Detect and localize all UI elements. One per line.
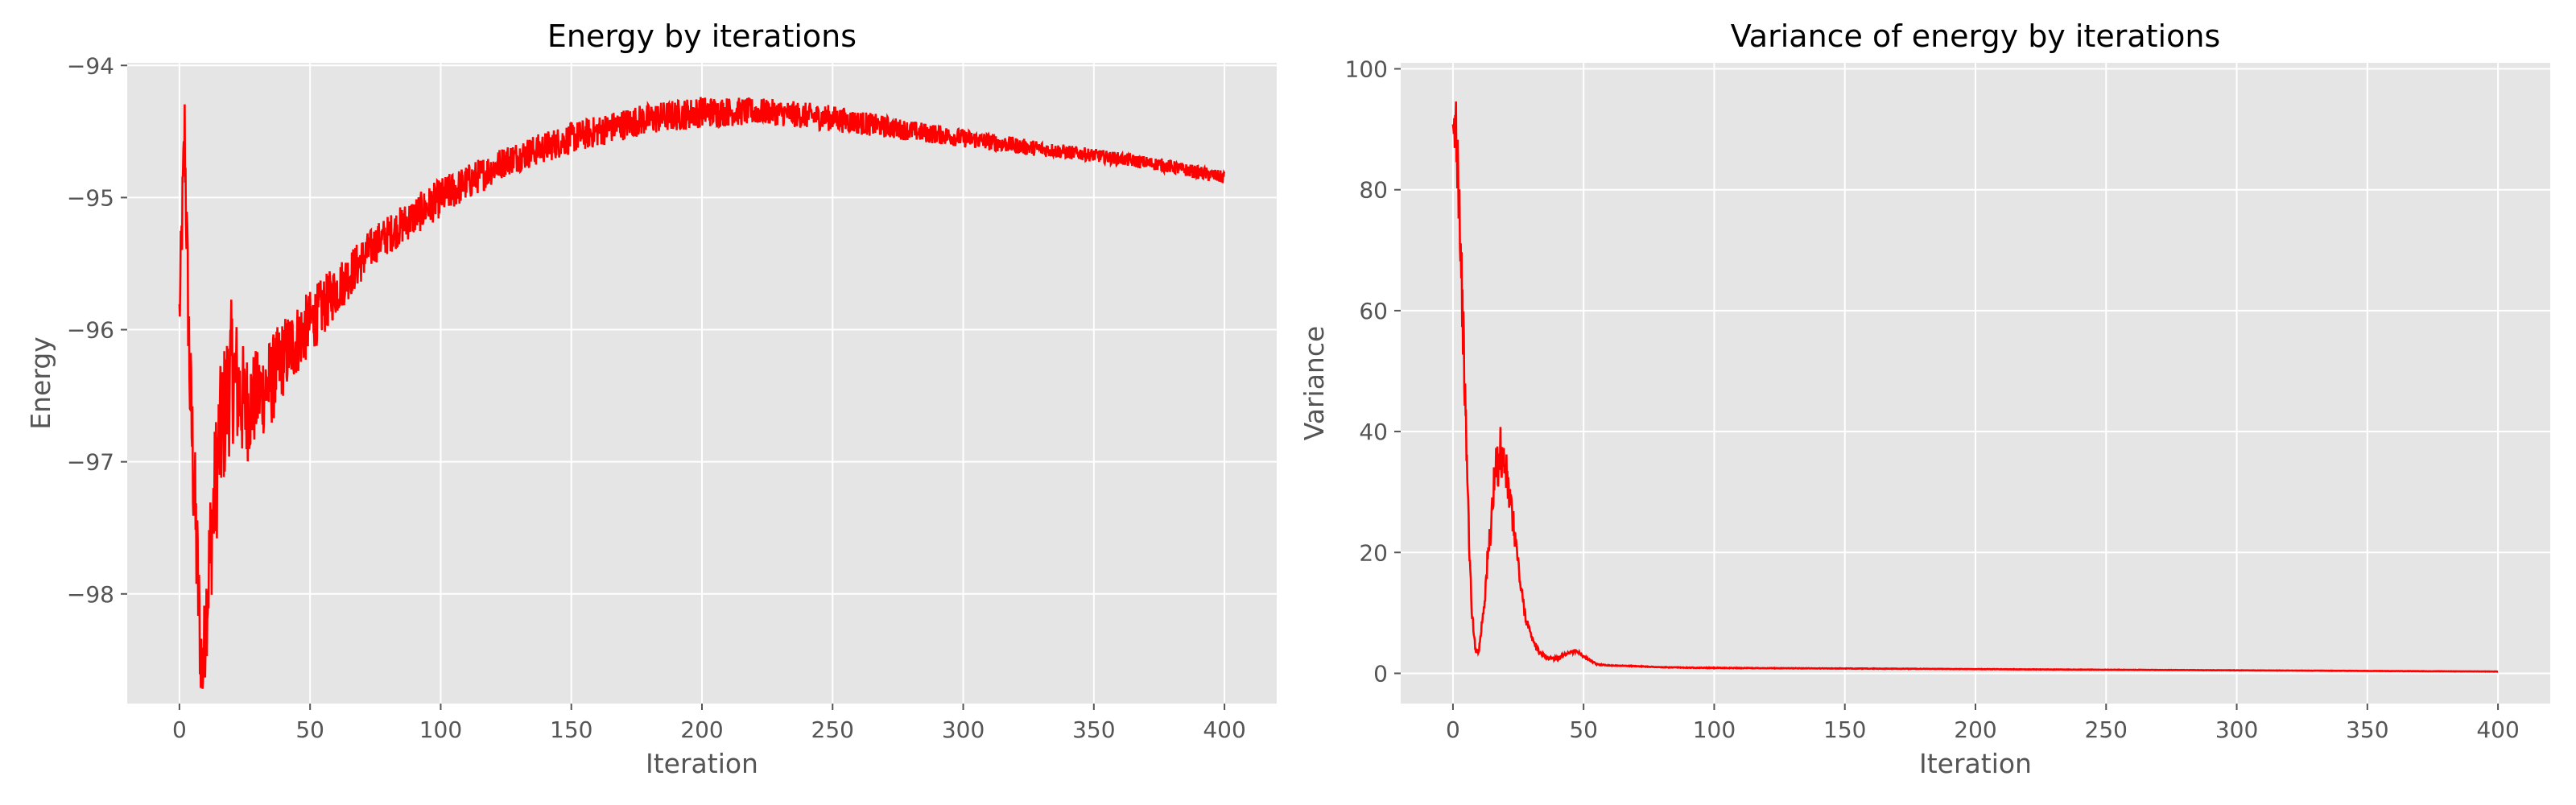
y-tick-label: 80 — [1359, 177, 1388, 204]
gridlines — [127, 63, 1277, 704]
x-tick-label: 100 — [419, 716, 462, 743]
x-axis-label: Iteration — [646, 748, 758, 779]
y-tick-label: 100 — [1345, 56, 1388, 83]
x-tick-label: 300 — [942, 716, 985, 743]
variance-series-line — [1451, 101, 2499, 673]
y-tick-label: −94 — [67, 52, 114, 79]
x-axis-label: Iteration — [1919, 748, 2032, 779]
x-tick-label: 350 — [2346, 716, 2388, 743]
x-tick-label: 50 — [1569, 716, 1598, 743]
y-tick-label: −95 — [67, 184, 114, 211]
y-tick-label: −97 — [67, 449, 114, 476]
y-axis-label: Variance — [1298, 326, 1330, 441]
x-tick-label: 400 — [2476, 716, 2519, 743]
chart-title: Energy by iterations — [547, 19, 857, 54]
x-tick-label: 100 — [1693, 716, 1736, 743]
x-tick-label: 250 — [811, 716, 854, 743]
y-tick-label: 20 — [1359, 539, 1388, 566]
tick-labels: 0 50 100 150 200 250 300 350 400 0 20 40 60 80 100 — [1345, 56, 2520, 743]
chart-title: Variance of energy by iterations — [1731, 19, 2220, 54]
y-tick-label: −98 — [67, 581, 114, 608]
y-axis-label: Energy — [25, 336, 56, 430]
x-tick-label: 400 — [1203, 716, 1245, 743]
x-tick-label: 350 — [1072, 716, 1115, 743]
variance-chart: 0 50 100 150 200 250 300 350 400 0 20 40 60 80 100 Var… — [1298, 19, 2550, 779]
x-tick-label: 50 — [295, 716, 324, 743]
y-tick-label: −96 — [67, 317, 114, 344]
x-tick-label: 150 — [1823, 716, 1866, 743]
x-tick-label: 0 — [1446, 716, 1460, 743]
y-tick-label: 60 — [1359, 298, 1388, 324]
tick-labels: 0 50 100 150 200 250 300 350 400 −98 −97 −96 −95 −94 — [67, 52, 1246, 743]
x-tick-label: 0 — [172, 716, 187, 743]
energy-chart: 0 50 100 150 200 250 300 350 400−98−97−96−95−94 … — [25, 19, 1277, 779]
x-tick-label: 300 — [2215, 716, 2258, 743]
x-tick-label: 200 — [1954, 716, 1996, 743]
gridlines — [1401, 63, 2550, 704]
x-tick-label: 150 — [550, 716, 592, 743]
y-tick-label: 40 — [1359, 419, 1388, 445]
energy-series-line — [178, 97, 1226, 689]
x-tick-label: 250 — [2085, 716, 2128, 743]
x-tick-label: 200 — [680, 716, 723, 743]
y-tick-label: 0 — [1373, 660, 1388, 687]
